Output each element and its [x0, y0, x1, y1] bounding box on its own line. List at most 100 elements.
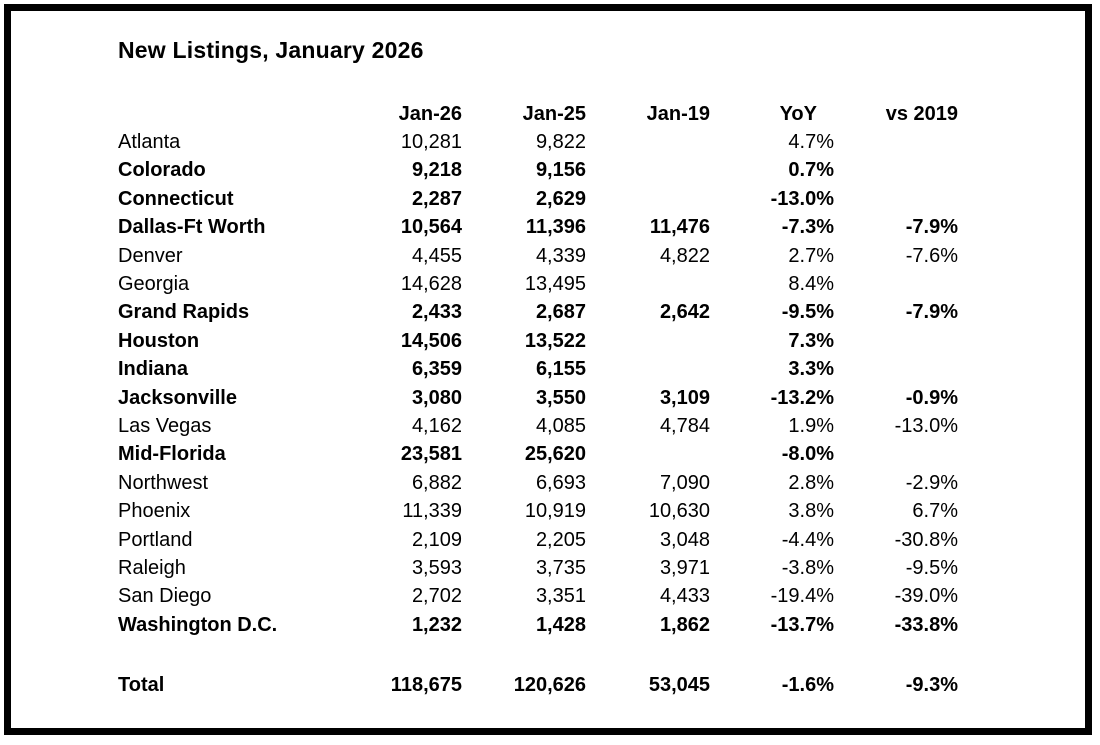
value-cell: 120,626	[513, 674, 586, 697]
value-cell: 4,162	[411, 414, 462, 437]
value-cell: 4,455	[411, 244, 462, 267]
value-cell: 9,156	[535, 159, 586, 182]
table-row: Houston 14,506 13,522 7.3%	[118, 327, 958, 355]
table-head-row: Jan-26 Jan-25 Jan-19 YoY vs 2019	[118, 100, 958, 128]
region-name-cell: Georgia	[118, 273, 190, 296]
value-cell: 1,428	[535, 613, 586, 636]
value-cell: 6,882	[411, 471, 462, 494]
table-row: Phoenix 11,339 10,919 10,630 3.8% 6.7%	[118, 497, 958, 525]
value-cell: 3,550	[535, 386, 586, 409]
value-cell: 4,339	[535, 244, 586, 267]
value-cell: -13.2%	[770, 386, 834, 409]
value-cell: 2,109	[411, 528, 462, 551]
value-cell: -13.0%	[894, 414, 958, 437]
table-row: Atlanta 10,281 9,822 4.7%	[118, 128, 958, 156]
table-row: Colorado 9,218 9,156 0.7%	[118, 157, 958, 185]
value-cell: -7.3%	[781, 216, 834, 239]
value-cell: -0.9%	[905, 386, 958, 409]
region-name-cell: Washington D.C.	[118, 613, 278, 636]
value-cell	[834, 185, 958, 213]
table-row: Denver 4,455 4,339 4,822 2.7% -7.6%	[118, 242, 958, 270]
region-name-cell: Atlanta	[118, 131, 181, 154]
value-cell: -30.8%	[894, 528, 958, 551]
value-cell: 1,232	[411, 613, 462, 636]
value-cell: 6.7%	[912, 500, 958, 523]
value-cell: 25,620	[524, 443, 586, 466]
table-row: Raleigh 3,593 3,735 3,971 -3.8% -9.5%	[118, 554, 958, 582]
value-cell: 4,822	[659, 244, 710, 267]
value-cell: 7.3%	[788, 329, 834, 352]
region-name-cell: Indiana	[118, 358, 189, 381]
value-cell: -7.9%	[905, 216, 958, 239]
column-header: YoY	[779, 102, 817, 125]
value-cell: 7,090	[659, 471, 710, 494]
value-cell: 1.9%	[788, 414, 834, 437]
value-cell: 3,735	[535, 556, 586, 579]
value-cell: -9.3%	[905, 674, 958, 697]
region-name-cell: Raleigh	[118, 556, 186, 579]
table-row: Jacksonville 3,080 3,550 3,109 -13.2% -0.9%	[118, 384, 958, 412]
region-name-cell: Mid-Florida	[118, 443, 226, 466]
region-name-cell: San Diego	[118, 585, 212, 608]
table-row: Northwest 6,882 6,693 7,090 2.8% -2.9%	[118, 469, 958, 497]
value-cell: 23,581	[400, 443, 462, 466]
region-name-cell: Total	[118, 674, 165, 697]
value-cell: 4,784	[659, 414, 710, 437]
value-cell	[586, 157, 710, 185]
value-cell: 118,675	[390, 674, 462, 697]
value-cell: 2,205	[535, 528, 586, 551]
value-cell: 1,862	[659, 613, 710, 636]
table-row: Georgia 14,628 13,495 8.4%	[118, 270, 958, 298]
value-cell: 10,564	[400, 216, 462, 239]
column-header: Jan-19	[646, 102, 710, 125]
table-row: Washington D.C. 1,232 1,428 1,862 -13.7% -33.…	[118, 611, 958, 639]
region-name-cell: Grand Rapids	[118, 301, 250, 324]
value-cell: 14,628	[400, 273, 462, 296]
value-cell	[586, 270, 710, 298]
value-cell: 6,359	[411, 358, 462, 381]
value-cell: -4.4%	[781, 528, 834, 551]
value-cell: 4,433	[659, 585, 710, 608]
value-cell: -9.5%	[781, 301, 834, 324]
value-cell: 0.7%	[788, 159, 834, 182]
spacer-row	[118, 639, 958, 671]
region-name-cell: Connecticut	[118, 187, 234, 210]
value-cell: 2,629	[535, 187, 586, 210]
value-cell: 2,287	[411, 187, 462, 210]
value-cell: -19.4%	[770, 585, 834, 608]
value-cell: 6,693	[535, 471, 586, 494]
value-cell: -33.8%	[894, 613, 958, 636]
value-cell: 9,218	[411, 159, 462, 182]
page-title: New Listings, January 2026	[118, 37, 424, 63]
value-cell: 11,339	[402, 500, 462, 523]
column-header: vs 2019	[885, 102, 958, 125]
value-cell: 3,593	[411, 556, 462, 579]
table-row: Indiana 6,359 6,155 3.3%	[118, 356, 958, 384]
region-name-cell: Northwest	[118, 471, 209, 494]
table-row: Connecticut 2,287 2,629 -13.0%	[118, 185, 958, 213]
region-name-cell: Las Vegas	[118, 414, 212, 437]
value-cell: -7.6%	[905, 244, 958, 267]
value-cell: 53,045	[648, 674, 710, 697]
table-row: Portland 2,109 2,205 3,048 -4.4% -30.8%	[118, 526, 958, 554]
value-cell: 10,919	[524, 500, 586, 523]
value-cell: 3,048	[659, 528, 710, 551]
region-name-cell: Jacksonville	[118, 386, 237, 409]
value-cell: 10,630	[648, 500, 710, 523]
value-cell	[834, 356, 958, 384]
value-cell: -7.9%	[905, 301, 958, 324]
report-content: New Listings, January 2026 Jan-26 Jan-25 J…	[11, 11, 1085, 700]
value-cell: 2,687	[535, 301, 586, 324]
listings-table: Jan-26 Jan-25 Jan-19 YoY vs 2019 Atlanta 10,2…	[118, 100, 958, 700]
region-name-cell: Colorado	[118, 159, 206, 182]
value-cell: -39.0%	[894, 585, 958, 608]
value-cell: 4.7%	[788, 131, 834, 154]
value-cell: -9.5%	[905, 556, 958, 579]
region-name-cell: Houston	[118, 329, 200, 352]
value-cell	[586, 128, 710, 156]
table-row: Las Vegas 4,162 4,085 4,784 1.9% -13.0%	[118, 412, 958, 440]
value-cell: 2.7%	[788, 244, 834, 267]
value-cell: 3,971	[659, 556, 710, 579]
value-cell: 11,476	[649, 216, 710, 239]
table-body: Atlanta 10,281 9,822 4.7% Colorado 9,218 9,156…	[118, 128, 958, 699]
